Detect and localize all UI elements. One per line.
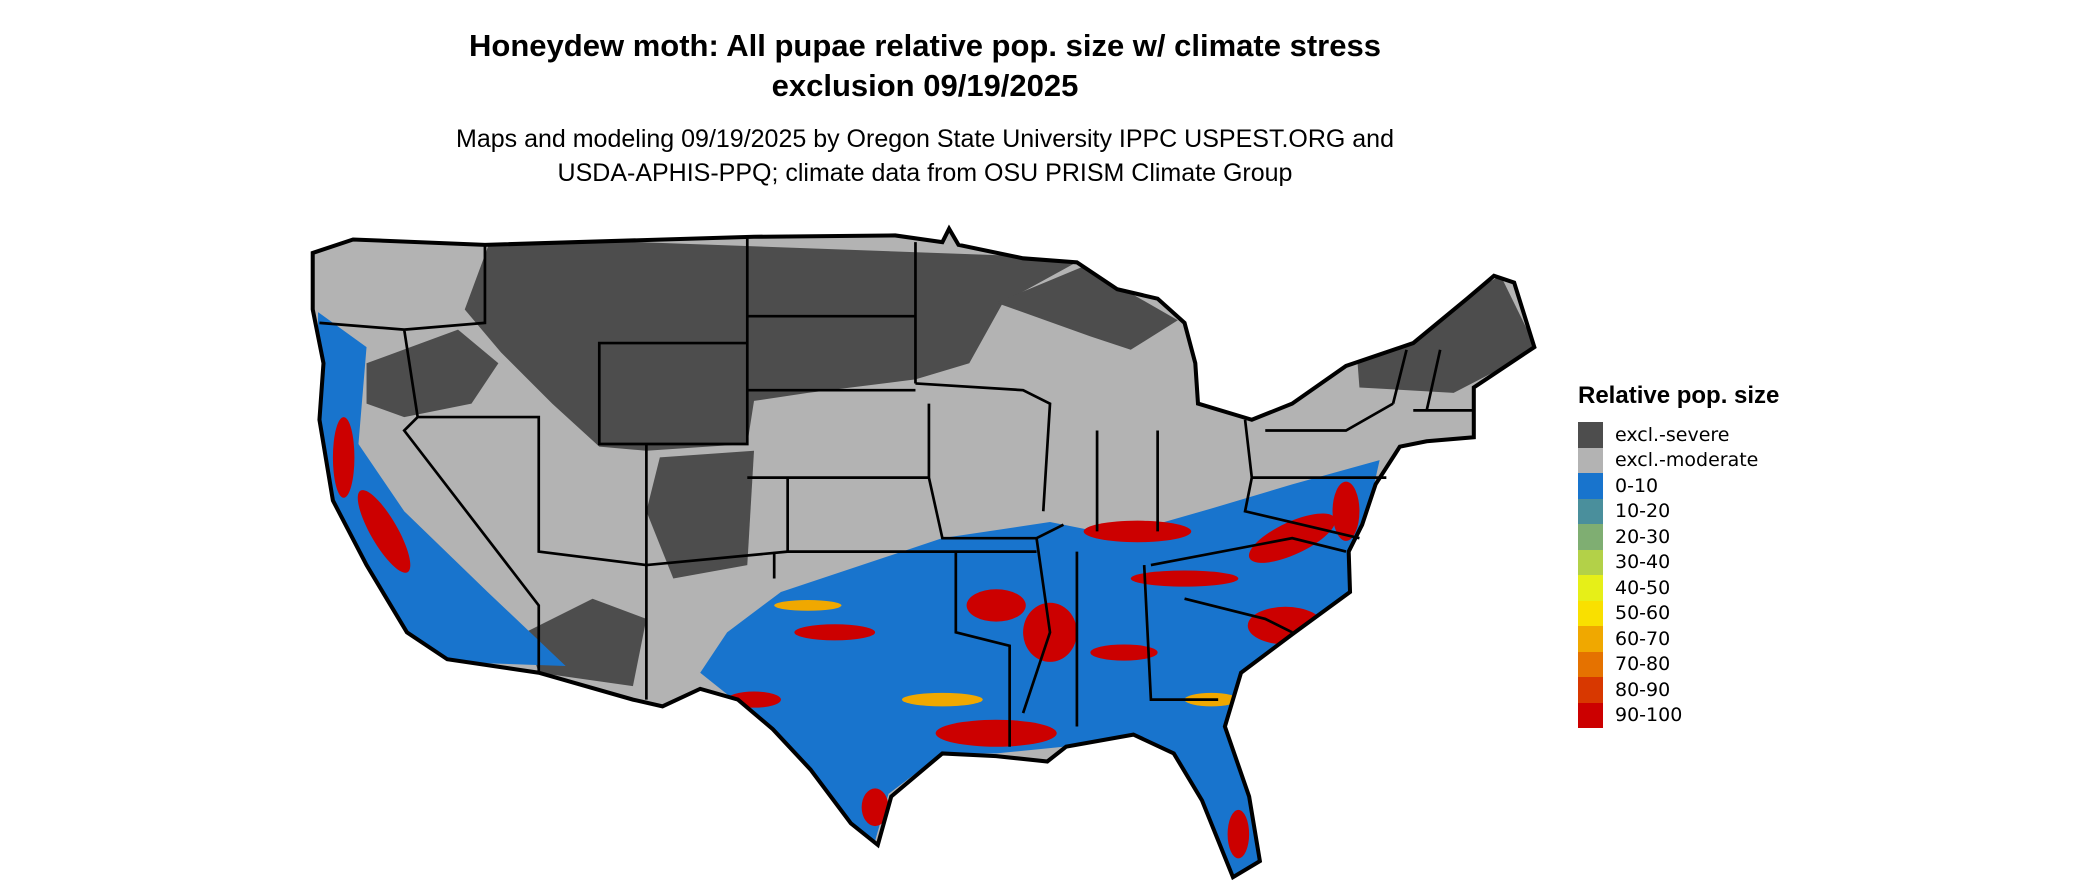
region-excl-severe-north (464, 236, 1084, 451)
legend-item: 10-20 (1578, 498, 1779, 524)
legend-label: 90-100 (1615, 704, 1683, 727)
region-excl-severe-colorado (646, 450, 755, 579)
legend-item: 30-40 (1578, 549, 1779, 575)
legend-label: 30-40 (1615, 551, 1671, 574)
map-subtitle: Maps and modeling 09/19/2025 by Oregon S… (300, 122, 1550, 190)
legend-label: excl.-severe (1615, 423, 1730, 446)
title-line-1: Honeydew moth: All pupae relative pop. s… (469, 28, 1381, 63)
legend-swatch (1578, 447, 1603, 473)
legend-item: 40-50 (1578, 575, 1779, 601)
legend-swatch (1578, 651, 1603, 677)
legend-label: 40-50 (1615, 576, 1671, 599)
legend-label: 20-30 (1615, 525, 1671, 548)
legend-label: 10-20 (1615, 500, 1671, 523)
subtitle-line-2: USDA-APHIS-PPQ; climate data from OSU PR… (557, 159, 1293, 187)
legend-item: 50-60 (1578, 600, 1779, 626)
region-0-10-westcoast (316, 312, 566, 666)
legend-item: 0-10 (1578, 473, 1779, 499)
region-excl-severe-northwest (366, 329, 499, 418)
region-mid-pop (774, 600, 1239, 707)
legend-title: Relative pop. size (1578, 382, 1780, 409)
legend-swatch (1578, 549, 1603, 575)
legend-item: 90-100 (1578, 702, 1779, 728)
legend-item: excl.-severe (1578, 422, 1779, 448)
legend: Relative pop. size excl.-severe excl.-mod… (1578, 382, 1779, 728)
legend-item: 20-30 (1578, 524, 1779, 550)
legend-swatch (1578, 524, 1603, 550)
legend-swatch (1578, 600, 1603, 626)
legend-item: 60-70 (1578, 626, 1779, 652)
legend-swatch (1578, 575, 1603, 601)
subtitle-line-1: Maps and modeling 09/19/2025 by Oregon S… (456, 125, 1394, 153)
region-excl-severe-greatlakes (996, 266, 1178, 350)
legend-swatch (1578, 626, 1603, 652)
legend-label: 50-60 (1615, 602, 1671, 625)
legend-label: excl.-moderate (1615, 449, 1759, 472)
region-0-10-southeast (700, 460, 1380, 878)
state-borders (313, 229, 1535, 877)
legend-label: 70-80 (1615, 653, 1671, 676)
legend-swatch (1578, 473, 1603, 499)
legend-swatch (1578, 702, 1603, 728)
legend-item: excl.-moderate (1578, 447, 1779, 473)
legend-swatch (1578, 422, 1603, 448)
title-line-2: exclusion 09/19/2025 (771, 68, 1079, 103)
legend-item: 70-80 (1578, 651, 1779, 677)
legend-item: 80-90 (1578, 677, 1779, 703)
map-title: Honeydew moth: All pupae relative pop. s… (300, 26, 1550, 106)
legend-items: excl.-severe excl.-moderate 0-10 10-20 20-30… (1578, 422, 1779, 728)
legend-label: 80-90 (1615, 678, 1671, 701)
legend-swatch (1578, 498, 1603, 524)
legend-swatch (1578, 677, 1603, 703)
legend-label: 60-70 (1615, 627, 1671, 650)
legend-label: 0-10 (1615, 474, 1659, 497)
